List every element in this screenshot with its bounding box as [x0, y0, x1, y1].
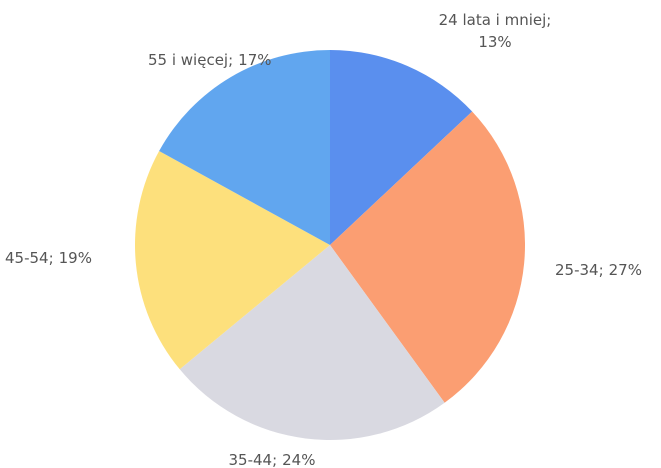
- data-label: 25-34; 27%: [555, 261, 642, 279]
- value-label: 24%: [282, 451, 315, 468]
- data-label: 35-44; 24%: [229, 451, 316, 468]
- category-label: 25-34;: [555, 261, 604, 279]
- category-label: 24 lata i mniej;: [439, 11, 552, 29]
- value-label: 19%: [59, 249, 92, 267]
- pie-slice: [135, 151, 330, 370]
- category-label: 35-44;: [229, 451, 278, 468]
- data-label: 55 i więcej; 17%: [148, 51, 272, 69]
- data-label: 24 lata i mniej; 13%: [439, 11, 552, 51]
- pie-slice: [179, 245, 445, 440]
- pie-slice: [330, 111, 525, 403]
- pie-slice: [330, 50, 473, 245]
- pie-slice: [159, 50, 330, 245]
- category-label: 45-54;: [5, 249, 54, 267]
- data-label: 45-54; 19%: [5, 249, 92, 267]
- value-label: 17%: [238, 51, 271, 69]
- category-label: 55 i więcej;: [148, 51, 233, 69]
- value-label: 13%: [478, 33, 511, 51]
- value-label: 27%: [609, 261, 642, 279]
